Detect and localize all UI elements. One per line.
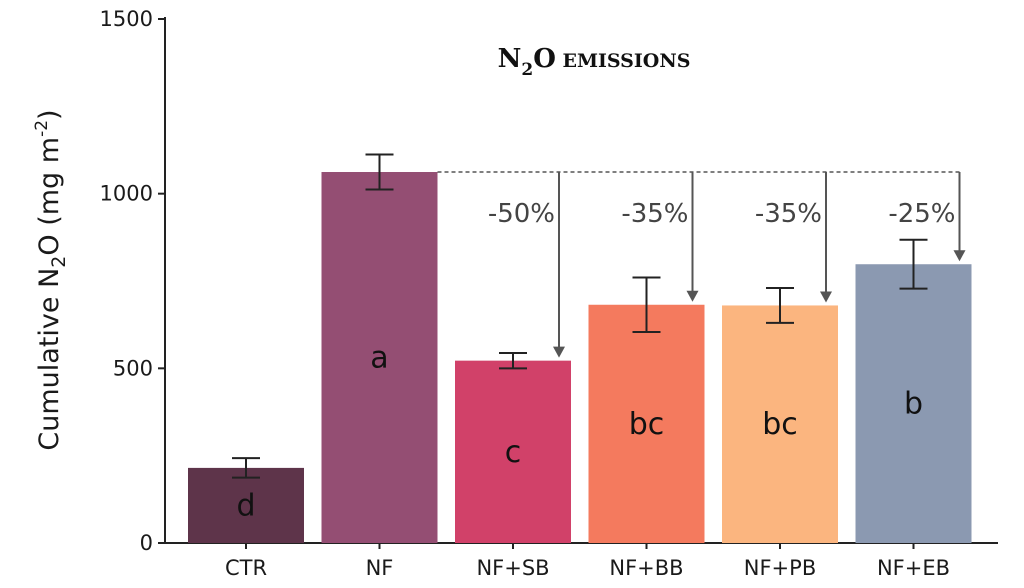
significance-letter: c <box>505 435 522 470</box>
significance-letter: bc <box>762 407 798 442</box>
significance-letter: bc <box>629 407 665 442</box>
y-axis-label: Cumulative N2O (mg m-2) <box>32 109 70 450</box>
bars <box>188 172 972 543</box>
x-tick-label: NF+BB <box>609 556 683 580</box>
significance-letter: b <box>904 387 923 422</box>
significance-letter: d <box>236 488 255 523</box>
x-tick-label: NF <box>366 556 394 580</box>
reduction-annotations: -50% -35% -35% -25% <box>437 171 966 358</box>
x-tick-label: NF+EB <box>877 556 950 580</box>
y-tick-label: 500 <box>113 356 153 380</box>
y-tick-label: 0 <box>140 531 153 555</box>
bar <box>188 467 304 543</box>
reduction-label: -35% <box>755 199 822 229</box>
bar <box>855 264 972 543</box>
x-tick-label: NF+SB <box>476 556 549 580</box>
reduction-label: -25% <box>888 199 955 229</box>
y-tick-label: 1000 <box>100 182 153 206</box>
significance-letters: d a c bc bc b <box>236 341 923 524</box>
reduction-arrowhead <box>820 291 832 303</box>
chart-title: N2O EMISSIONS <box>498 44 691 80</box>
x-tick-label: NF+PB <box>744 556 816 580</box>
reduction-arrowhead <box>553 346 565 358</box>
axes: 0 500 1000 1500 CTR NF NF+SB NF+BB NF+PB NF+EB <box>100 7 998 580</box>
bar <box>321 172 438 543</box>
x-tick-label: CTR <box>225 556 267 580</box>
y-tick-label: 1500 <box>100 7 153 31</box>
reduction-label: -35% <box>621 199 688 229</box>
reduction-arrowhead <box>686 290 699 302</box>
reduction-label: -50% <box>488 199 555 229</box>
bar <box>455 360 571 543</box>
bar <box>722 305 838 543</box>
significance-letter: a <box>370 341 388 376</box>
bar <box>588 304 705 543</box>
error-bars <box>232 153 928 479</box>
reduction-arrowhead <box>953 250 966 262</box>
